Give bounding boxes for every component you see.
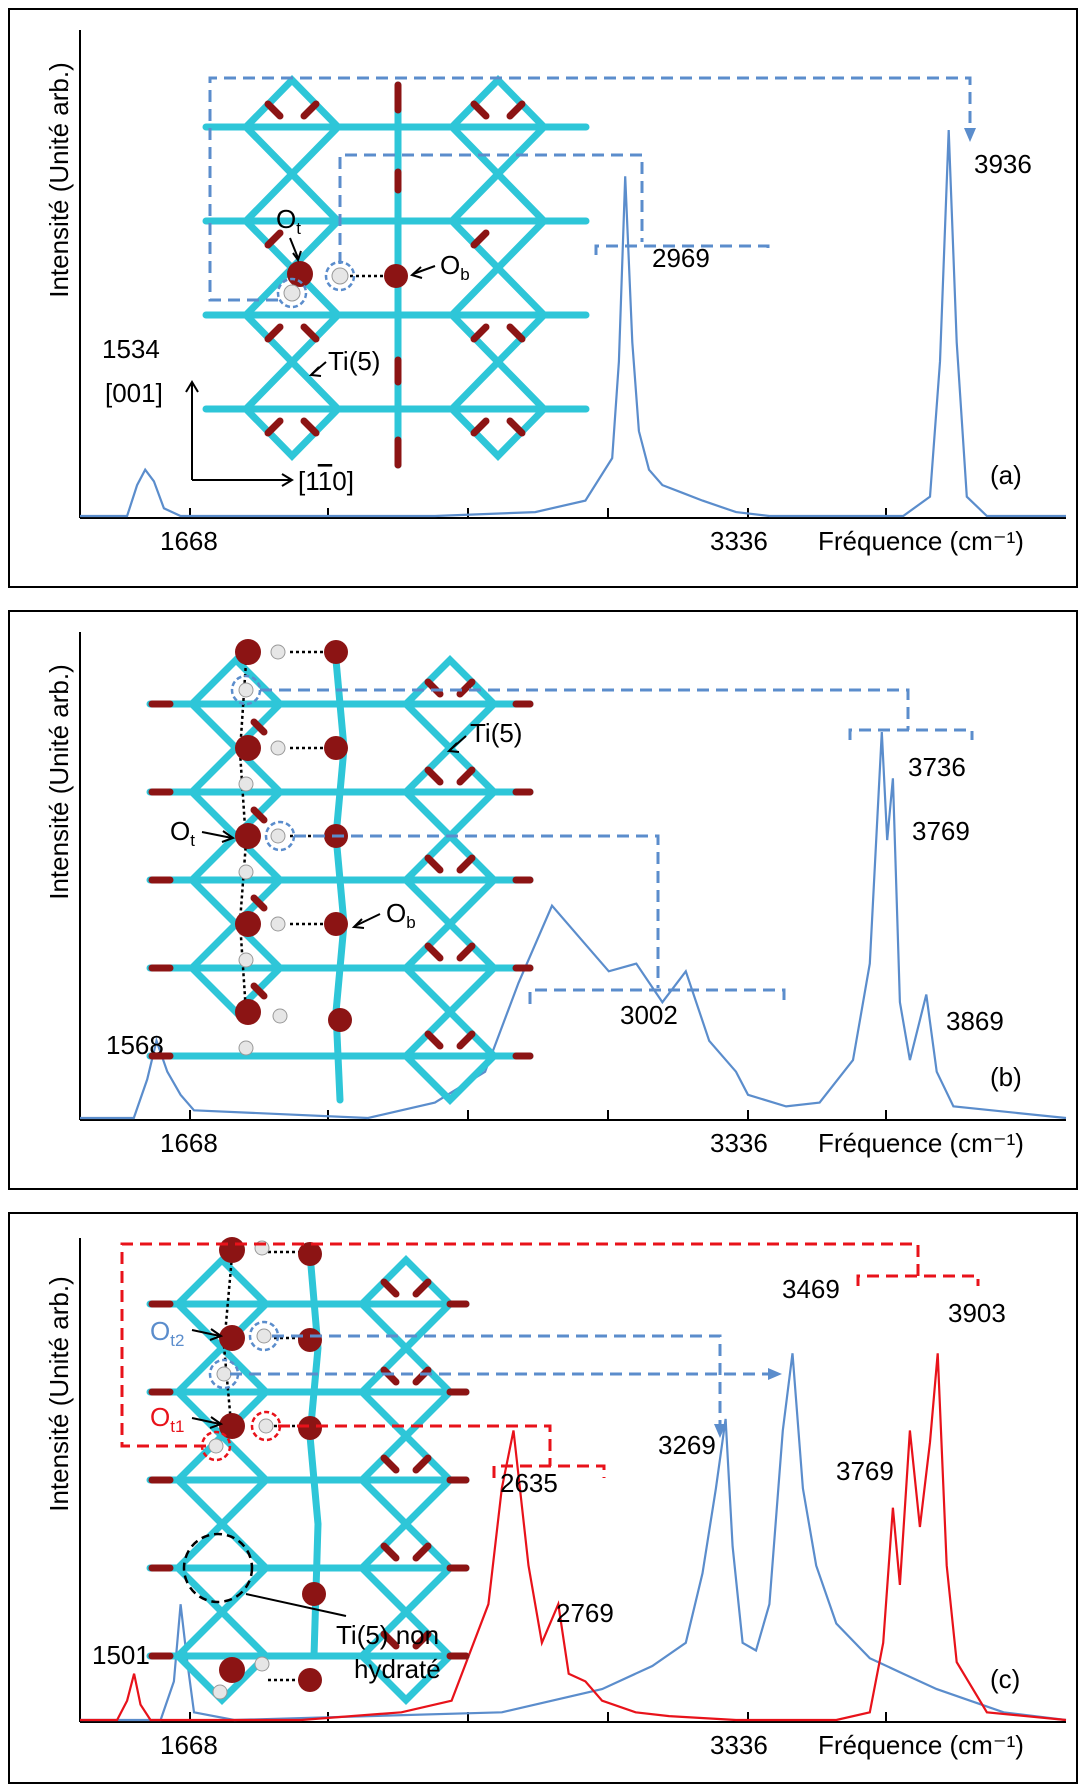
panel-b-figure: Intensité (Unité arb.) 1668 3336 Fréquen… [44,632,1067,1158]
panel-c: Intensité (Unité arb.) 1668 3336 Fréquen… [8,1212,1078,1784]
axis-frame [79,632,1066,1121]
x-tick-label-3336: 3336 [710,526,768,556]
panel-tag: (c) [990,1664,1020,1694]
dir-110-label: [110] [298,466,354,496]
axis-frame [79,30,1066,519]
peak-label-3469: 3469 [782,1274,840,1304]
ti-non-hydrate-label-2: hydraté [354,1654,441,1684]
peak-label-2635: 2635 [500,1468,558,1498]
spectrum-line-blue [80,731,1067,1120]
peak-label-3769: 3769 [836,1456,894,1486]
peak-label-3002: 3002 [620,1000,678,1030]
spectrum-line-red [80,1353,1067,1722]
ot-label: Ot [276,204,301,238]
x-tick-label-3336: 3336 [710,1730,768,1760]
peak-label-2769: 2769 [556,1598,614,1628]
ot1-label: Ot1 [150,1402,184,1436]
y-axis-label: Intensité (Unité arb.) [44,1276,74,1512]
panel-b: Intensité (Unité arb.) 1668 3336 Fréquen… [8,610,1078,1190]
ti-label: Ti(5) [328,346,380,376]
x-tick-label-3336: 3336 [710,1128,768,1158]
ti-label: Ti(5) [470,718,522,748]
x-axis-label: Fréquence (cm⁻¹) [818,526,1024,556]
panel-a: Intensité (Unité arb.) 1668 3336 Fréquen… [8,8,1078,588]
struct-arrows [201,735,467,929]
ob-label: Ob [440,250,470,284]
axis-frame [79,1238,1066,1723]
y-axis-label: Intensité (Unité arb.) [44,664,74,900]
dir-001-label: [001] [105,378,163,408]
direction-axes [185,380,294,487]
x-axis-label: Fréquence (cm⁻¹) [818,1128,1024,1158]
x-tick-label-1668: 1668 [160,1128,218,1158]
ot2-label: Ot2 [150,1316,184,1350]
peak-label-3936: 3936 [974,149,1032,179]
ti-non-hydrate-label-1: Ti(5) non [336,1620,439,1650]
ot-label: Ot [170,816,195,850]
arrowhead [714,1424,726,1438]
x-ticks [189,1110,887,1120]
spectrum-line-blue [80,129,1066,518]
peak-label-1534: 1534 [102,334,160,364]
panel-c-figure: Intensité (Unité arb.) 1668 3336 Fréquen… [44,1237,1067,1760]
panel-a-figure: Intensité (Unité arb.) 1668 3336 Fréquen… [44,30,1066,556]
y-axis-label: Intensité (Unité arb.) [44,62,74,298]
arrowhead [964,128,976,142]
peak-label-3269: 3269 [658,1430,716,1460]
struct-arrows [289,237,436,377]
arrowhead [768,1368,782,1380]
peak-label-3903: 3903 [948,1298,1006,1328]
peak-label-3869: 3869 [946,1006,1004,1036]
peak-connectors [260,688,974,1004]
panel-tag: (a) [990,460,1022,490]
peak-connectors [208,76,972,302]
struct-arrows [191,1328,347,1617]
peak-label-3736: 3736 [908,752,966,782]
x-axis-label: Fréquence (cm⁻¹) [818,1730,1024,1760]
spectrum-line-blue [80,1353,1067,1722]
ob-label: Ob [386,898,416,932]
surface-structure [202,74,590,469]
peak-label-3769: 3769 [912,816,970,846]
panel-tag: (b) [990,1062,1022,1092]
peak-label-2969: 2969 [652,243,710,273]
peak-connectors [120,1242,980,1478]
x-tick-label-1668: 1668 [160,1730,218,1760]
peak-label-1501: 1501 [92,1640,150,1670]
surface-structure [146,639,534,1105]
x-tick-label-1668: 1668 [160,526,218,556]
